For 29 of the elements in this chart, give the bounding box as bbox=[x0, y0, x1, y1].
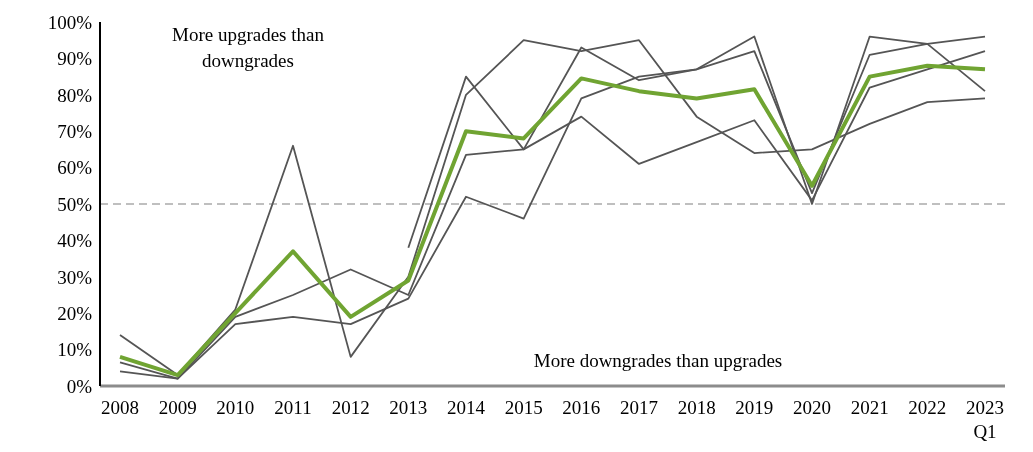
x-tick-label: 2015 bbox=[504, 397, 543, 418]
y-tick-label: 20% bbox=[57, 302, 93, 324]
y-tick-label: 70% bbox=[57, 120, 93, 142]
y-tick-label: 60% bbox=[57, 157, 93, 179]
x-tick-label: 2019 bbox=[735, 397, 774, 418]
x-tick-label: 2009 bbox=[158, 397, 197, 418]
x-tick-label: 2016 bbox=[562, 397, 601, 418]
annotation: More upgrades than downgrades bbox=[171, 23, 325, 73]
y-tick-label: 0% bbox=[66, 375, 93, 397]
y-tick-label: 30% bbox=[57, 266, 93, 288]
annotation: More downgrades than upgrades bbox=[532, 349, 784, 373]
y-tick-label: 80% bbox=[57, 84, 93, 106]
x-tick-label: 2021 bbox=[850, 397, 889, 418]
x-tick-label: 2020 bbox=[793, 397, 831, 418]
x-tick-label: 2022 bbox=[908, 397, 947, 418]
y-tick-label: 40% bbox=[57, 230, 93, 252]
x-tick-label: 2012 bbox=[331, 397, 370, 418]
x-tick-label: 2017 bbox=[620, 397, 658, 418]
y-tick-label: 50% bbox=[57, 193, 93, 215]
x-tick-label: 2014 bbox=[447, 397, 486, 418]
x-tick-label: 2013 bbox=[389, 397, 428, 418]
y-tick-label: 10% bbox=[57, 339, 93, 361]
x-tick-label: 2008 bbox=[101, 397, 139, 418]
x-tick-label: 2011 bbox=[274, 397, 312, 418]
x-tick-label: 2023 Q1 bbox=[966, 397, 1004, 442]
y-tick-label: 90% bbox=[57, 48, 93, 70]
y-tick-label: 100% bbox=[47, 11, 93, 33]
x-tick-label: 2010 bbox=[216, 397, 255, 418]
x-tick-label: 2018 bbox=[677, 397, 716, 418]
